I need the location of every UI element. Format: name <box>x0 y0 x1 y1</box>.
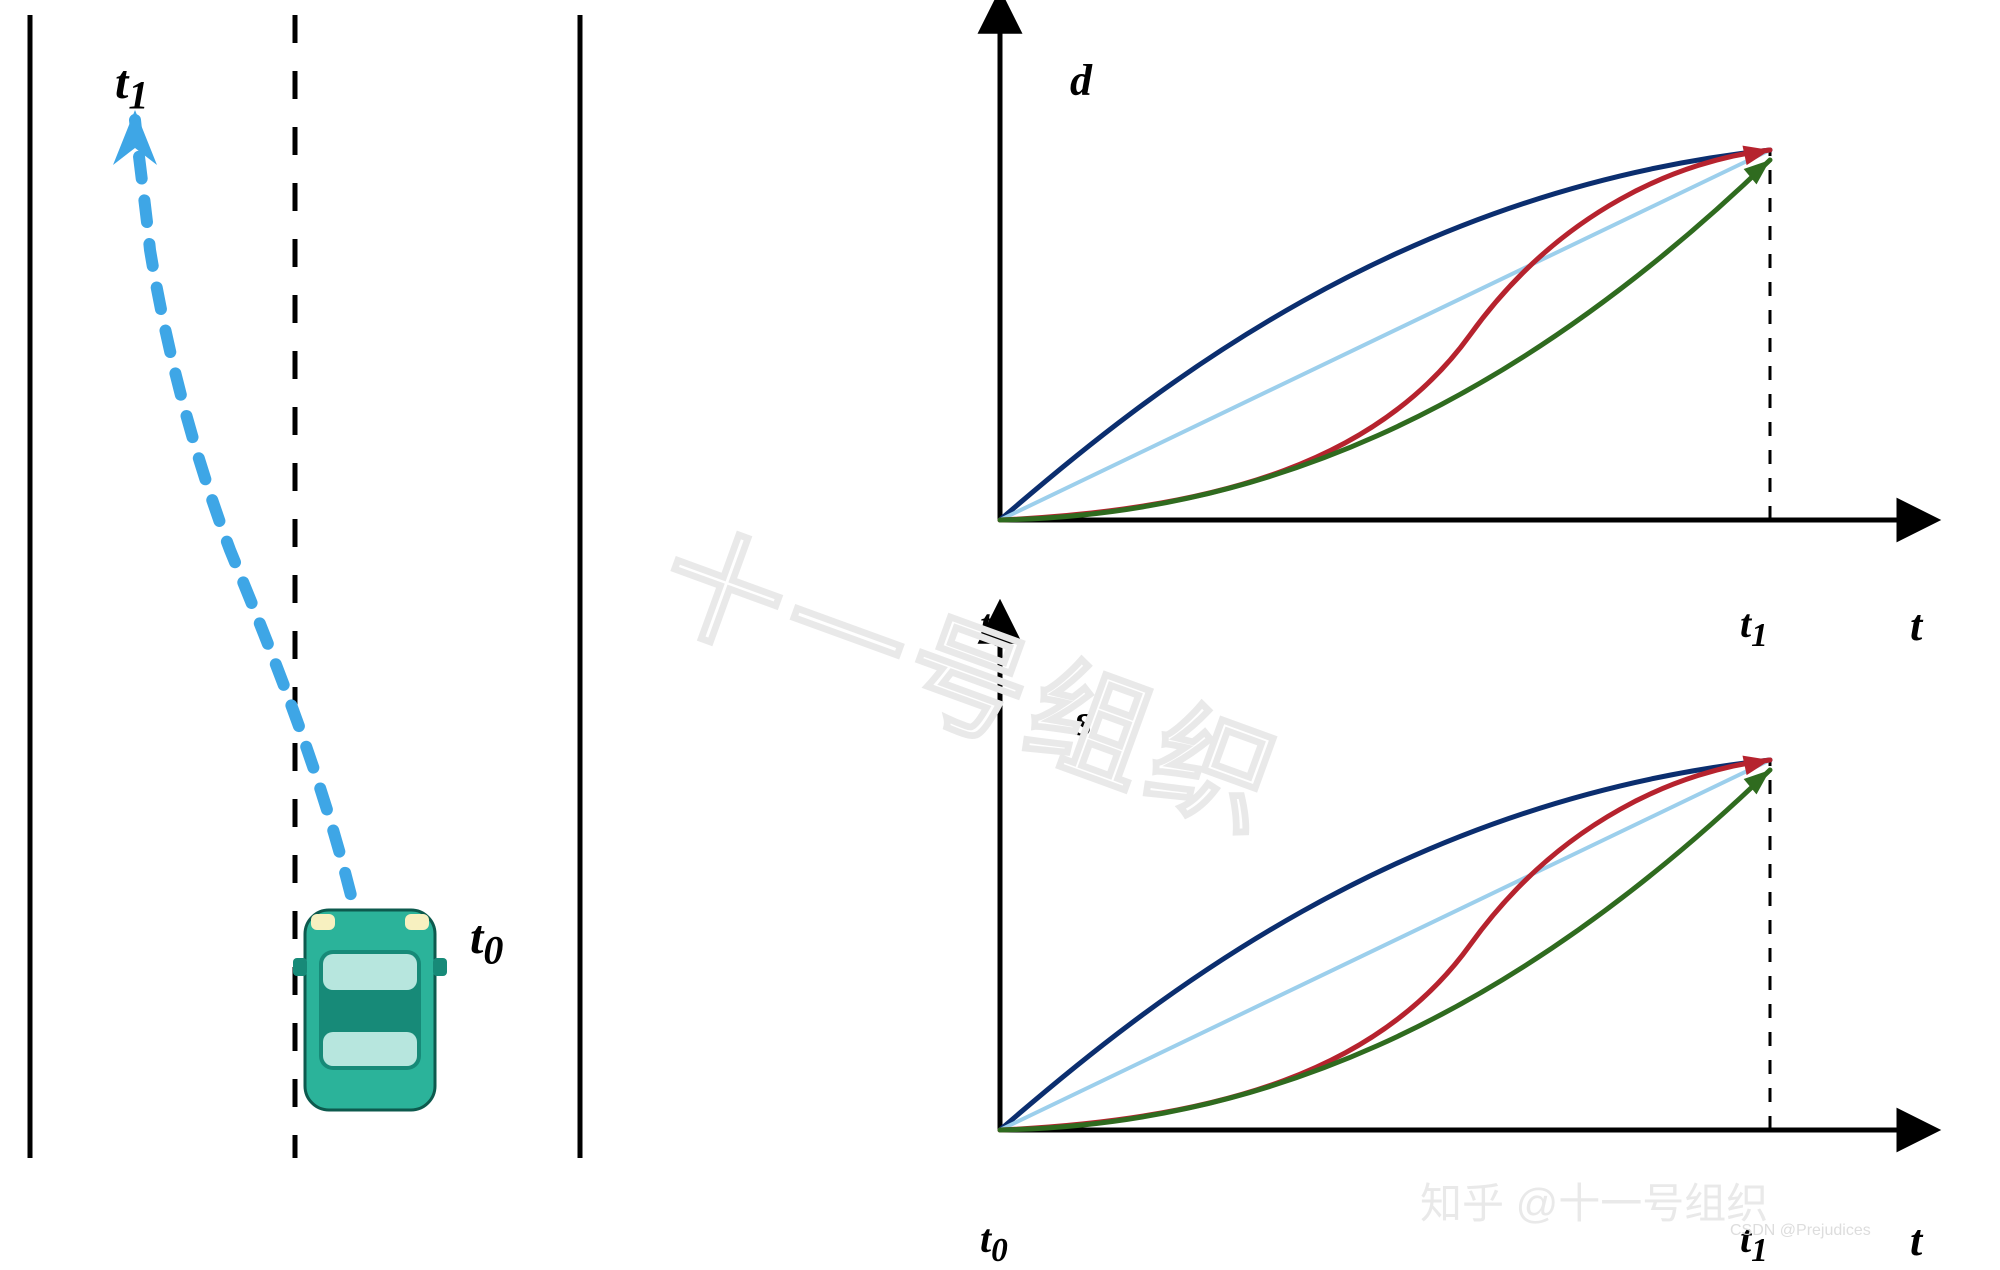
road-label-t0: t0 <box>470 910 503 974</box>
diagram-canvas: t1 t0 d t t0 t1 s t t0 t1 十一号组织 知乎 @十一号组… <box>0 0 2000 1232</box>
chart-s-curve-lightblue <box>1000 760 1770 1130</box>
chart-s-ylabel: s <box>1075 695 1092 746</box>
chart-s-t1: t1 <box>1740 1215 1768 1270</box>
car-icon <box>293 910 447 1110</box>
chart-d-ylabel: d <box>1070 55 1092 106</box>
chart-s-t0: t0 <box>980 1215 1008 1270</box>
chart-d-t0: t0 <box>980 600 1008 655</box>
chart-d-curve-lightblue <box>1000 150 1770 520</box>
chart-d-xlabel: t <box>1910 600 1922 651</box>
chart-s-xlabel: t <box>1910 1215 1922 1266</box>
chart-d-t1: t1 <box>1740 600 1768 655</box>
road-label-t1: t1 <box>115 55 148 119</box>
trajectory-path <box>135 120 370 980</box>
